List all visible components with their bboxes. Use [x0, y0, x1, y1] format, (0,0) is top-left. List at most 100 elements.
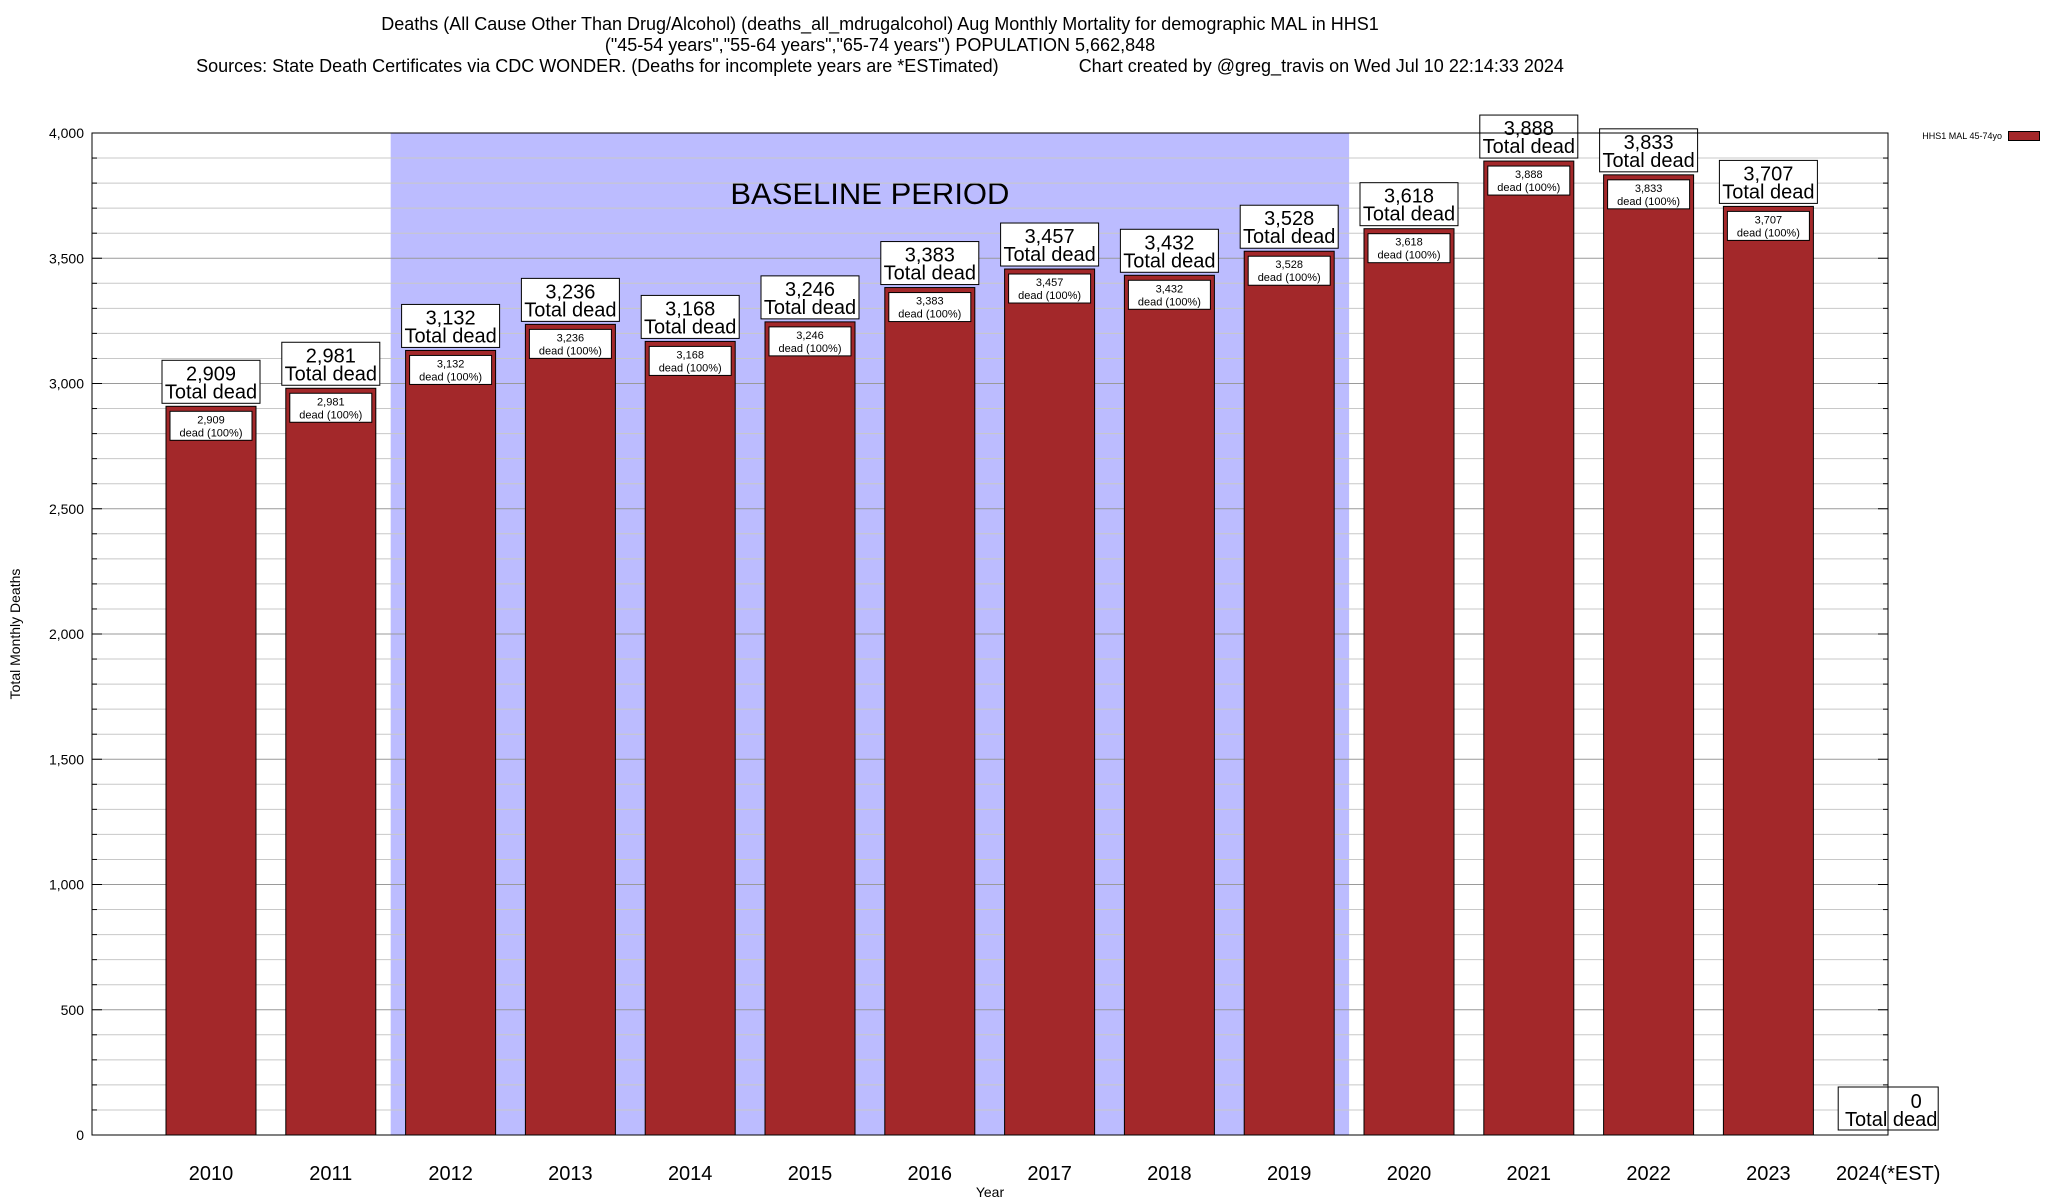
- bar-total-value-label: 2,981: [306, 345, 356, 367]
- bar-total-dead-label: Total dead: [884, 263, 976, 285]
- bar-total-value-label: 3,432: [1144, 232, 1194, 254]
- bar: [884, 287, 976, 1136]
- bar-inner-value-label: 3,246: [796, 330, 824, 342]
- bar-inner-label-box: [528, 328, 612, 359]
- bar-inner-value-label: 3,132: [437, 358, 465, 370]
- bar-inner-label-box: [1607, 179, 1691, 210]
- bar-inner-label-box: [409, 354, 493, 385]
- bar-inner-value-label: 3,833: [1635, 183, 1663, 195]
- bar-inner-dead-label: dead (100%): [180, 427, 243, 439]
- legend-swatch: [2008, 131, 2040, 141]
- bar-total-label-box: [401, 303, 501, 348]
- bar-total-label-box: [1479, 114, 1579, 159]
- bar: [644, 340, 736, 1136]
- bar-inner-dead-label: dead (100%): [539, 345, 602, 357]
- bar: [1363, 228, 1455, 1136]
- bar-total-label-box: [1239, 204, 1339, 249]
- bar-total-label-box: [1359, 182, 1459, 227]
- bar-total-label-box: [281, 341, 381, 386]
- x-tick-label: 2021: [1507, 1163, 1552, 1185]
- y-tick-label: 0: [76, 1127, 84, 1143]
- legend-label: HHS1 MAL 45-74yo: [1922, 131, 2002, 141]
- bar: [405, 349, 497, 1136]
- x-tick-label: 2024(*EST): [1836, 1163, 1941, 1185]
- bar-total-dead-label: Total dead: [165, 381, 257, 403]
- bar-inner-value-label: 2,909: [197, 414, 225, 426]
- bar-total-dead-label: Total dead: [1363, 204, 1455, 226]
- bar-inner-value-label: 3,457: [1036, 277, 1064, 289]
- bar-total-dead-label: Total dead: [404, 325, 496, 347]
- bar-inner-dead-label: dead (100%): [1497, 182, 1560, 194]
- bar-inner-label-box: [1726, 210, 1810, 241]
- bar: [1243, 250, 1335, 1136]
- bar-inner-value-label: 3,888: [1515, 169, 1543, 181]
- bar: [764, 321, 856, 1136]
- y-tick-label: 3,500: [49, 250, 84, 266]
- bar-total-label-box: [1119, 228, 1219, 273]
- bar-inner-label-box: [1367, 233, 1451, 264]
- plot-frame: [91, 132, 1889, 1136]
- bar-total-value-label: 3,383: [905, 245, 955, 267]
- bar-total-value-label: 3,236: [545, 281, 595, 303]
- bar-inner-value-label: 2,981: [317, 396, 345, 408]
- bar-inner-label-box: [169, 410, 253, 441]
- bar-total-label-box: [161, 359, 261, 404]
- bar-total-value-label: 3,528: [1264, 208, 1314, 230]
- bar-inner-dead-label: dead (100%): [779, 343, 842, 355]
- bar-inner-dead-label: dead (100%): [1617, 196, 1680, 208]
- bar-total-dead-label: Total dead: [1483, 136, 1575, 158]
- bar-total-dead-label: Total dead: [1003, 244, 1095, 266]
- y-tick-label: 500: [61, 1002, 85, 1018]
- bar-total-dead-label: Total dead: [1845, 1109, 1937, 1131]
- bar: [1603, 174, 1695, 1136]
- bar-inner-value-label: 3,707: [1755, 214, 1783, 226]
- bar-inner-dead-label: dead (100%): [1138, 296, 1201, 308]
- baseline-period-label: BASELINE PERIOD: [730, 176, 1009, 211]
- bar-total-dead-label: Total dead: [764, 297, 856, 319]
- bar-total-label-box: [760, 275, 860, 320]
- bar: [1004, 268, 1096, 1136]
- bar: [1722, 205, 1814, 1136]
- x-tick-label: 2023: [1746, 1163, 1791, 1185]
- bar-inner-dead-label: dead (100%): [299, 409, 362, 421]
- bar-total-label-box: [640, 294, 740, 339]
- bar-inner-label-box: [289, 392, 373, 423]
- bar-inner-value-label: 3,432: [1156, 283, 1184, 295]
- bar: [1483, 160, 1575, 1136]
- chart-legend: HHS1 MAL 45-74yo: [1922, 131, 2040, 141]
- bar-inner-label-box: [1247, 255, 1331, 286]
- bar-inner-value-label: 3,168: [676, 349, 704, 361]
- x-tick-label: 2014: [668, 1163, 713, 1185]
- y-tick-label: 2,000: [49, 626, 84, 642]
- bar-total-value-label: 2,909: [186, 363, 236, 385]
- bar: [1123, 274, 1215, 1136]
- bar-inner-value-label: 3,528: [1275, 259, 1303, 271]
- bar-total-dead-label: Total dead: [524, 299, 616, 321]
- bar-total-label-box: [1718, 159, 1818, 204]
- bar: [524, 323, 616, 1136]
- bar-total-label-box: [880, 241, 980, 286]
- bar-inner-label-box: [648, 345, 732, 376]
- x-tick-label: 2011: [309, 1163, 352, 1185]
- x-axis-title: Year: [976, 1184, 1005, 1200]
- bar-total-dead-label: Total dead: [1602, 150, 1694, 172]
- bar-total-value-label: 3,833: [1624, 132, 1674, 154]
- bar-inner-dead-label: dead (100%): [659, 362, 722, 374]
- bar-total-value-label: 3,888: [1504, 118, 1554, 140]
- chart-title: Deaths (All Cause Other Than Drug/Alcoho…: [381, 14, 1379, 34]
- x-tick-label: 2013: [548, 1163, 593, 1185]
- bar-total-value-label: 3,618: [1384, 186, 1434, 208]
- bar-inner-dead-label: dead (100%): [1258, 272, 1321, 284]
- chart-header: Deaths (All Cause Other Than Drug/Alcoho…: [0, 14, 1760, 77]
- bar-inner-dead-label: dead (100%): [419, 371, 482, 383]
- bar-inner-dead-label: dead (100%): [1737, 227, 1800, 239]
- bar-inner-label-box: [768, 326, 852, 357]
- y-tick-label: 2,500: [49, 501, 84, 517]
- chart-credit: Chart created by @greg_travis on Wed Jul…: [1078, 56, 1564, 76]
- bar-total-dead-label: Total dead: [644, 316, 736, 338]
- x-tick-label: 2015: [788, 1163, 833, 1185]
- bar-inner-label-box: [1127, 279, 1211, 310]
- bar-total-value-label: 3,168: [665, 298, 715, 320]
- x-tick-label: 2012: [428, 1163, 473, 1185]
